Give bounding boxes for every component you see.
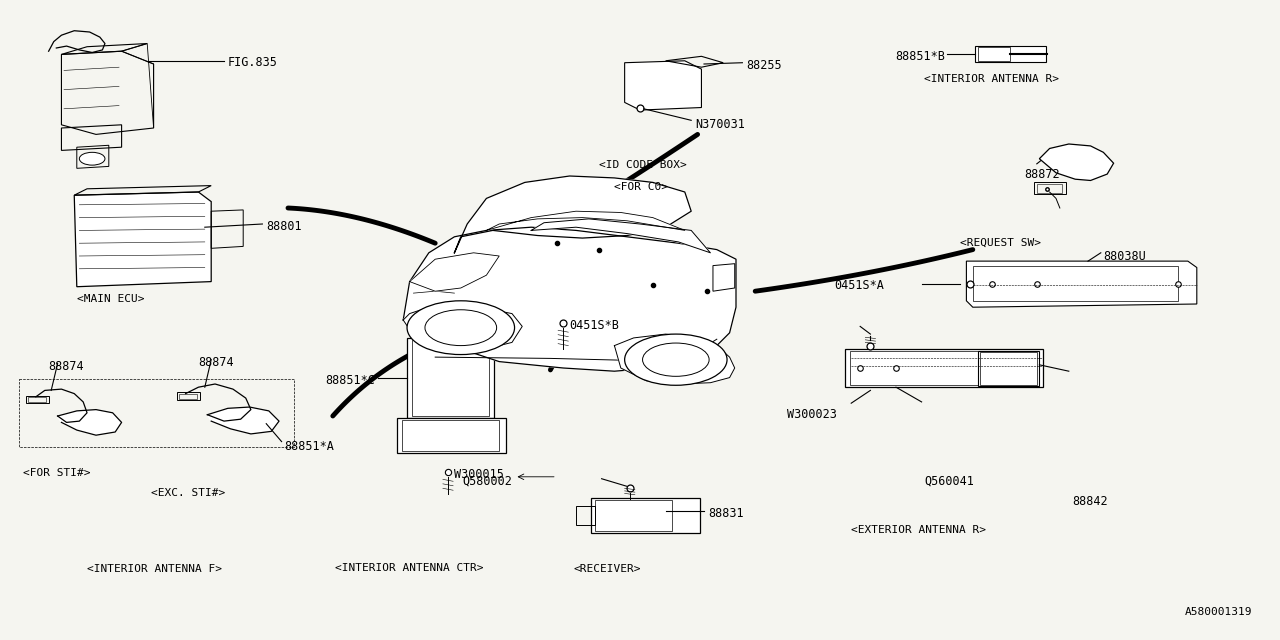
Polygon shape (403, 227, 736, 371)
Bar (576, 506, 595, 525)
Bar (1034, 182, 1066, 194)
Bar (402, 420, 499, 451)
Polygon shape (713, 264, 735, 291)
Text: 88255: 88255 (746, 59, 782, 72)
Bar (595, 500, 672, 531)
Bar (845, 349, 1043, 387)
Text: <ID CODE BOX>: <ID CODE BOX> (599, 160, 687, 170)
Polygon shape (531, 219, 710, 253)
Text: <RECEIVER>: <RECEIVER> (573, 564, 641, 575)
Text: <EXTERIOR ANTENNA R>: <EXTERIOR ANTENNA R> (851, 525, 986, 535)
Bar (973, 266, 1178, 301)
Bar (26, 396, 49, 403)
Bar (975, 46, 1046, 62)
Bar (850, 351, 978, 385)
Polygon shape (207, 407, 279, 434)
Circle shape (643, 343, 709, 376)
Polygon shape (74, 192, 211, 287)
Text: <FOR STI#>: <FOR STI#> (23, 468, 91, 479)
Bar (1037, 184, 1062, 193)
Bar (397, 418, 506, 453)
Bar (407, 338, 494, 418)
Bar (980, 352, 1037, 385)
Polygon shape (614, 334, 735, 384)
Text: <INTERIOR ANTENNA F>: <INTERIOR ANTENNA F> (87, 564, 221, 575)
Text: 88851*B: 88851*B (895, 50, 945, 63)
Circle shape (407, 301, 515, 355)
Bar (179, 394, 197, 399)
Bar (978, 47, 1010, 61)
Text: <INTERIOR ANTENNA CTR>: <INTERIOR ANTENNA CTR> (335, 563, 484, 573)
Text: <MAIN ECU>: <MAIN ECU> (77, 294, 145, 305)
Text: 88851*A: 88851*A (284, 440, 334, 453)
Polygon shape (1039, 144, 1114, 180)
Polygon shape (58, 410, 122, 435)
Text: 88842: 88842 (1073, 495, 1108, 508)
Text: W300015: W300015 (454, 468, 504, 481)
Bar (591, 498, 700, 533)
Text: 0451S*B: 0451S*B (570, 319, 620, 332)
Text: W300023: W300023 (787, 408, 837, 421)
Text: A580001319: A580001319 (1184, 607, 1252, 617)
Text: <REQUEST SW>: <REQUEST SW> (960, 238, 1041, 248)
Text: N370031: N370031 (695, 118, 745, 131)
Polygon shape (486, 211, 685, 230)
Polygon shape (410, 253, 499, 291)
Polygon shape (454, 176, 691, 253)
Text: <INTERIOR ANTENNA R>: <INTERIOR ANTENNA R> (924, 74, 1059, 84)
Text: 88874: 88874 (198, 356, 234, 369)
Text: Q580002: Q580002 (462, 475, 512, 488)
Bar (412, 340, 489, 416)
Polygon shape (625, 61, 701, 110)
Polygon shape (403, 307, 522, 349)
Bar (978, 351, 1039, 386)
Text: 88801: 88801 (266, 220, 302, 232)
Text: 88872: 88872 (1024, 168, 1060, 180)
Bar (28, 397, 46, 402)
Text: 88831: 88831 (708, 507, 744, 520)
Text: Q560041: Q560041 (924, 475, 974, 488)
Text: 0451S*A: 0451S*A (835, 279, 884, 292)
Circle shape (425, 310, 497, 346)
Circle shape (79, 152, 105, 165)
Bar (177, 392, 200, 400)
Text: 88038U: 88038U (1103, 250, 1146, 262)
Text: 88851*C: 88851*C (325, 374, 375, 387)
Polygon shape (966, 261, 1197, 307)
Text: <EXC. STI#>: <EXC. STI#> (151, 488, 225, 498)
Text: <FOR C0>: <FOR C0> (614, 182, 668, 192)
Circle shape (625, 334, 727, 385)
Text: 88874: 88874 (49, 360, 84, 372)
Text: FIG.835: FIG.835 (228, 56, 278, 69)
